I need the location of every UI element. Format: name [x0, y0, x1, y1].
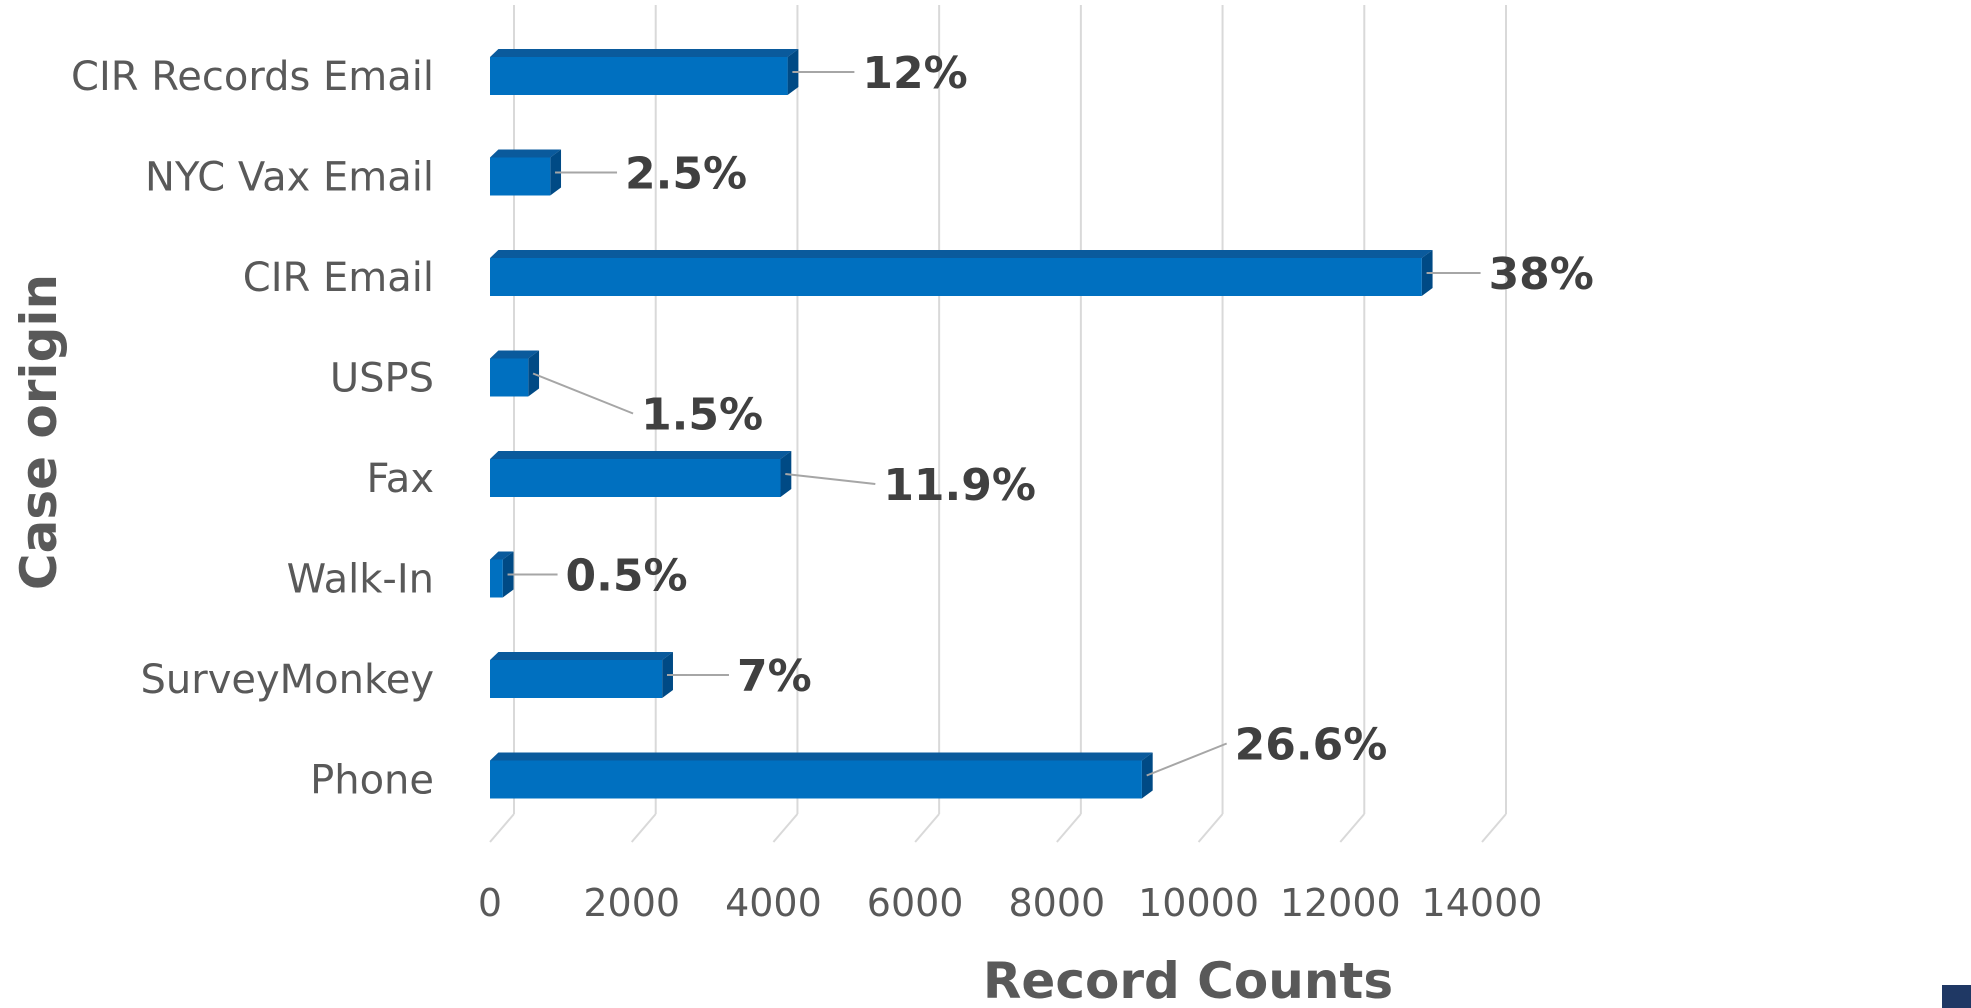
bar	[490, 250, 1433, 296]
bar	[490, 652, 673, 698]
floor-gridline	[1339, 813, 1366, 843]
data-label: 2.5%	[625, 149, 747, 200]
bar-top-face	[490, 149, 562, 158]
floor-gridline	[1197, 813, 1224, 843]
leader-line	[1146, 742, 1228, 777]
category-label: SurveyMonkey	[141, 657, 435, 703]
floor-gridline	[630, 813, 657, 843]
gridlines	[489, 5, 1507, 843]
data-label: 26.6%	[1235, 720, 1388, 771]
bar	[490, 149, 562, 196]
x-tick-label: 2000	[583, 881, 680, 925]
bar-top-face	[490, 451, 792, 459]
x-tick-labels: 0 2000 4000 6000 8000 10000 12000 14000	[478, 881, 1543, 925]
bar-front-face	[490, 258, 1422, 296]
y-axis-title: Case origin	[10, 274, 68, 590]
bar-top-face	[490, 752, 1153, 761]
bars	[490, 49, 1433, 799]
bar-top-face	[490, 250, 1433, 258]
floor-gridline	[489, 813, 515, 843]
bar-front-face	[490, 358, 529, 397]
bar-front-face	[490, 57, 788, 95]
floor-gridline	[914, 813, 940, 843]
bar	[490, 350, 540, 397]
bar	[490, 451, 792, 497]
floor-gridline	[1481, 813, 1507, 843]
x-tick-label: 4000	[725, 881, 822, 925]
data-labels: 12% 2.5% 38% 1.5% 11.9% 0.5% 7% 26.6%	[566, 48, 1594, 771]
category-label: CIR Records Email	[71, 54, 434, 100]
bar-top-face	[490, 350, 540, 359]
category-label: Phone	[310, 758, 434, 804]
x-tick-label: 0	[478, 881, 502, 925]
category-label: USPS	[330, 356, 434, 402]
bar	[490, 752, 1153, 799]
x-tick-label: 8000	[1008, 881, 1105, 925]
bar	[490, 49, 799, 95]
category-label: Fax	[366, 456, 434, 502]
category-label: NYC Vax Email	[145, 155, 434, 201]
bar-front-face	[490, 559, 503, 598]
data-label: 0.5%	[566, 551, 688, 602]
leader-line	[532, 372, 634, 415]
bar-front-face	[490, 760, 1142, 799]
data-label: 11.9%	[883, 460, 1036, 511]
data-label: 12%	[862, 48, 967, 99]
floor-gridline	[1056, 813, 1082, 843]
x-tick-label: 6000	[867, 881, 964, 925]
floor-gridline	[772, 813, 799, 843]
leader-lines	[507, 71, 1481, 777]
category-labels: CIR Records Email NYC Vax Email CIR Email U…	[71, 54, 434, 804]
corner-decoration	[1942, 985, 1971, 1008]
data-label: 1.5%	[641, 390, 763, 441]
data-label: 7%	[737, 651, 812, 702]
bar-front-face	[490, 660, 663, 698]
leader-line	[785, 473, 876, 485]
bar-front-face	[490, 157, 551, 196]
category-label: Walk-In	[287, 557, 434, 603]
x-tick-label: 14000	[1422, 881, 1543, 925]
x-tick-label: 10000	[1138, 881, 1259, 925]
category-label: CIR Email	[243, 255, 434, 301]
x-axis-title: Record Counts	[983, 952, 1393, 1008]
bar-top-face	[490, 652, 673, 660]
bar-front-face	[490, 459, 781, 497]
bar-top-face	[490, 49, 799, 57]
x-tick-label: 12000	[1280, 881, 1401, 925]
bar-top-face	[490, 551, 514, 560]
bar	[490, 551, 514, 598]
data-label: 38%	[1489, 249, 1594, 300]
